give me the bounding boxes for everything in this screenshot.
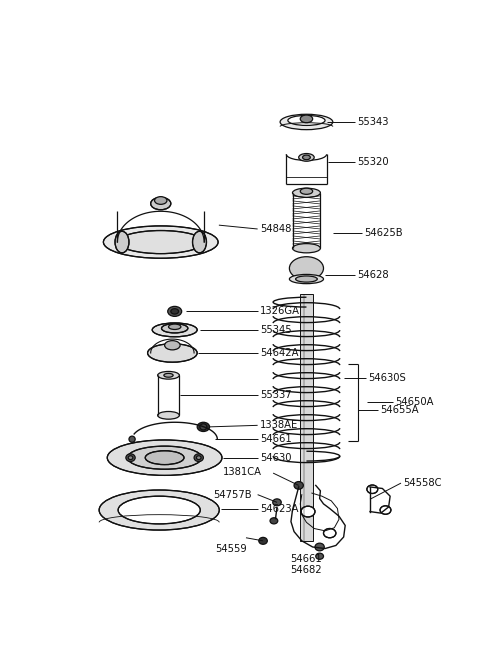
- Ellipse shape: [315, 543, 324, 551]
- Ellipse shape: [324, 528, 336, 538]
- Text: 54630: 54630: [260, 453, 291, 463]
- Ellipse shape: [289, 257, 324, 280]
- Ellipse shape: [99, 490, 219, 530]
- Ellipse shape: [151, 197, 171, 210]
- Ellipse shape: [288, 116, 325, 125]
- Text: 54655A: 54655A: [380, 405, 419, 415]
- Ellipse shape: [273, 499, 281, 506]
- Text: 1338AE: 1338AE: [260, 420, 298, 430]
- Text: 54650A: 54650A: [396, 397, 434, 407]
- Ellipse shape: [289, 275, 324, 284]
- Ellipse shape: [300, 188, 312, 194]
- Text: 55343: 55343: [357, 117, 388, 127]
- Text: 54625B: 54625B: [365, 228, 403, 238]
- Ellipse shape: [129, 436, 135, 442]
- Text: 54558C: 54558C: [403, 478, 442, 488]
- Text: 54757B: 54757B: [214, 489, 252, 499]
- Ellipse shape: [157, 371, 180, 379]
- Text: 54630S: 54630S: [369, 373, 406, 382]
- Ellipse shape: [259, 537, 267, 544]
- Ellipse shape: [152, 323, 197, 337]
- Ellipse shape: [171, 309, 179, 314]
- Ellipse shape: [194, 454, 204, 461]
- Ellipse shape: [128, 456, 133, 460]
- Ellipse shape: [316, 553, 324, 559]
- Ellipse shape: [147, 344, 197, 362]
- Ellipse shape: [168, 306, 181, 317]
- Text: 55337: 55337: [260, 390, 291, 399]
- Ellipse shape: [367, 485, 378, 493]
- Ellipse shape: [145, 451, 184, 464]
- Ellipse shape: [115, 231, 129, 253]
- Ellipse shape: [162, 324, 188, 333]
- Ellipse shape: [165, 340, 180, 350]
- Ellipse shape: [118, 231, 204, 254]
- Text: 54848: 54848: [260, 224, 291, 234]
- FancyBboxPatch shape: [300, 294, 312, 541]
- Text: 54661: 54661: [290, 555, 323, 564]
- Text: 54559: 54559: [215, 543, 247, 554]
- Ellipse shape: [192, 231, 206, 253]
- Text: 54628: 54628: [357, 270, 388, 280]
- Ellipse shape: [292, 244, 321, 253]
- Ellipse shape: [127, 446, 202, 469]
- Ellipse shape: [197, 422, 210, 432]
- Ellipse shape: [200, 424, 206, 429]
- Ellipse shape: [157, 411, 180, 419]
- Ellipse shape: [168, 324, 181, 329]
- Ellipse shape: [200, 424, 207, 430]
- Text: 55320: 55320: [357, 157, 388, 167]
- Text: 54682: 54682: [290, 565, 322, 575]
- Ellipse shape: [126, 454, 135, 461]
- Text: 54623A: 54623A: [260, 503, 299, 514]
- Ellipse shape: [300, 115, 312, 123]
- Ellipse shape: [118, 496, 200, 524]
- Text: 54642A: 54642A: [260, 348, 299, 358]
- Ellipse shape: [299, 154, 314, 161]
- Text: 54661: 54661: [260, 434, 292, 444]
- Ellipse shape: [270, 518, 278, 524]
- Ellipse shape: [107, 440, 222, 476]
- Text: 1381CA: 1381CA: [223, 466, 262, 476]
- Ellipse shape: [196, 456, 201, 460]
- Text: 1326GA: 1326GA: [260, 306, 300, 317]
- Ellipse shape: [292, 188, 321, 197]
- Text: 55345: 55345: [260, 325, 291, 335]
- Ellipse shape: [301, 506, 315, 517]
- Ellipse shape: [164, 373, 173, 377]
- Ellipse shape: [380, 506, 391, 514]
- Ellipse shape: [294, 482, 303, 489]
- Ellipse shape: [302, 155, 311, 160]
- Ellipse shape: [103, 226, 218, 258]
- Ellipse shape: [280, 114, 333, 129]
- Ellipse shape: [155, 196, 167, 204]
- Ellipse shape: [296, 276, 317, 282]
